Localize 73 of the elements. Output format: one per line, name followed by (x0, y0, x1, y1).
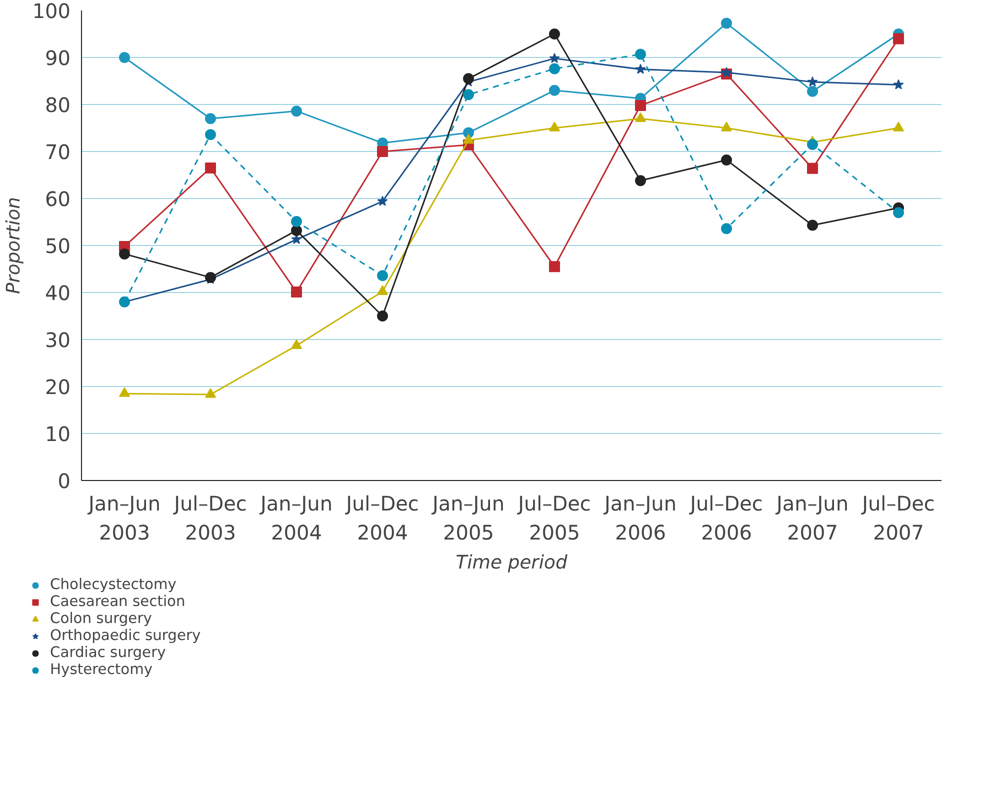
y-tick-label: 30 (45, 328, 71, 352)
point (463, 89, 474, 100)
point (119, 52, 130, 63)
x-tick-label: Jul–Dec 2006 (688, 492, 763, 544)
point (119, 387, 130, 397)
y-tick-label: 0 (58, 469, 71, 493)
point (807, 138, 818, 150)
point (893, 79, 904, 90)
point (377, 196, 388, 206)
y-tick-label: 50 (45, 234, 71, 258)
point (635, 112, 646, 122)
y-tick-label: 10 (45, 422, 71, 446)
point (635, 100, 646, 111)
legend-label: Cholecystectomy (50, 576, 176, 593)
point (549, 63, 560, 74)
legend-label: Cardiac surgery (50, 644, 166, 661)
point (635, 48, 646, 60)
point (205, 113, 216, 124)
legend-label: Colon surgery (50, 610, 152, 627)
point (205, 388, 216, 398)
point (549, 122, 560, 132)
x-tick-label: Jan–Jun 2004 (258, 492, 333, 544)
y-tick-label: 40 (45, 281, 71, 305)
point (893, 207, 904, 218)
y-tick-label: 80 (45, 93, 71, 117)
point (721, 122, 732, 132)
legend-label: Orthopaedic surgery (50, 627, 201, 644)
x-tick-label: Jan–Jun 2006 (602, 492, 677, 544)
point (205, 162, 216, 174)
x-tick-label: Jul–Dec 2004 (344, 492, 419, 544)
point (549, 52, 560, 63)
y-tick-label: 20 (45, 375, 71, 399)
point (721, 223, 732, 234)
point (291, 216, 302, 228)
point (721, 154, 732, 166)
legend-label: Caesarean section (50, 593, 186, 610)
point (635, 175, 646, 186)
x-tick-label: Jul–Dec 2003 (172, 492, 247, 544)
point (893, 122, 904, 132)
point (549, 28, 560, 40)
x-tick-label: Jan–Jun 2007 (774, 492, 849, 544)
point (205, 129, 216, 140)
point (377, 310, 388, 322)
x-axis-title: Time period (456, 552, 568, 574)
y-tick-label: 100 (32, 0, 71, 23)
x-tick-label: Jul–Dec 2007 (860, 492, 935, 544)
point (549, 261, 560, 272)
point (291, 339, 302, 349)
point (893, 33, 904, 44)
point (635, 64, 646, 74)
point (549, 84, 560, 96)
point (807, 220, 818, 231)
point (807, 76, 818, 86)
point (807, 162, 818, 174)
point (721, 18, 732, 29)
point (377, 285, 388, 295)
point (291, 106, 302, 117)
x-tick-label: Jan–Jun 2003 (86, 492, 161, 544)
y-tick-label: 90 (45, 46, 71, 70)
point (463, 134, 474, 144)
legend-label: Hysterectomy (50, 661, 153, 678)
y-tick-label: 60 (45, 187, 71, 211)
x-tick-label: Jul–Dec 2005 (516, 492, 591, 544)
point (807, 86, 818, 97)
point (377, 146, 388, 157)
point (463, 73, 474, 84)
point (119, 248, 130, 260)
x-tick-label: Jan–Jun 2005 (430, 492, 505, 544)
point (377, 270, 388, 282)
y-tick-label: 70 (45, 140, 71, 164)
y-axis-title: Proportion (3, 197, 24, 294)
point (291, 224, 302, 236)
point (291, 286, 302, 298)
